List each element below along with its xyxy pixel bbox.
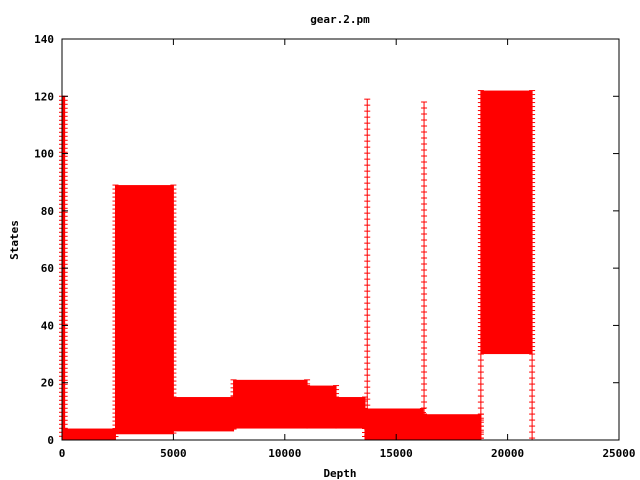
y-tick-label: 140 xyxy=(34,33,54,46)
y-tick: 140 xyxy=(34,33,619,46)
plus-marker-column xyxy=(170,396,177,432)
x-tick-label: 25000 xyxy=(602,447,635,460)
y-tick-label: 60 xyxy=(41,262,54,275)
region-fill xyxy=(64,428,116,440)
x-axis-label: Depth xyxy=(323,467,356,480)
y-tick: 100 xyxy=(34,148,619,161)
y-tick: 0 xyxy=(47,434,619,447)
data-region-10 xyxy=(477,90,536,355)
plus-marker-column xyxy=(112,184,119,435)
spike-3 xyxy=(477,353,484,440)
region-fill xyxy=(115,185,174,435)
plus-marker-column xyxy=(230,379,237,429)
x-tick-label: 5000 xyxy=(160,447,187,460)
x-tick: 20000 xyxy=(491,39,524,460)
region-fill xyxy=(173,397,234,432)
y-tick-label: 40 xyxy=(41,319,54,332)
x-tick-label: 0 xyxy=(59,447,66,460)
x-tick: 15000 xyxy=(380,39,413,460)
x-tick: 25000 xyxy=(602,39,636,460)
plus-marker-column xyxy=(477,90,484,355)
region-fill xyxy=(480,90,533,355)
y-tick: 40 xyxy=(41,319,619,332)
plus-marker-column xyxy=(333,396,340,429)
data-layer xyxy=(59,90,536,441)
y-tick-label: 80 xyxy=(41,205,54,218)
spike-4 xyxy=(529,353,536,440)
spike-1 xyxy=(364,98,371,440)
region-fill xyxy=(336,397,366,429)
region-fill xyxy=(422,414,481,440)
data-region-8 xyxy=(362,407,426,440)
data-region-6 xyxy=(304,385,340,429)
x-tick-label: 10000 xyxy=(268,447,301,460)
x-tick: 10000 xyxy=(268,39,301,460)
spike-2 xyxy=(421,101,428,440)
x-axis: 0 5000 10000 15000 20000 25000 xyxy=(59,39,636,460)
y-tick-label: 120 xyxy=(34,90,54,103)
x-tick: 0 xyxy=(59,39,66,460)
data-region-4 xyxy=(170,396,237,432)
y-tick: 20 xyxy=(41,377,619,390)
plus-marker-column xyxy=(61,428,68,440)
plus-marker-column xyxy=(529,90,536,355)
region-fill xyxy=(307,385,337,429)
y-tick: 120 xyxy=(34,90,619,103)
y-tick-label: 100 xyxy=(34,148,54,161)
chart-title: gear.2.pm xyxy=(310,13,370,26)
data-region-9 xyxy=(419,413,484,440)
y-axis-label: States xyxy=(8,220,21,260)
y-tick: 80 xyxy=(41,205,619,218)
data-region-3 xyxy=(112,184,177,435)
y-tick-label: 0 xyxy=(47,434,54,447)
x-tick: 5000 xyxy=(160,39,187,460)
region-fill xyxy=(233,379,308,429)
region-fill xyxy=(365,408,423,440)
plus-marker-column xyxy=(304,385,311,429)
data-region-5 xyxy=(230,379,311,429)
y-tick-label: 20 xyxy=(41,377,54,390)
x-tick-label: 15000 xyxy=(380,447,413,460)
y-tick: 60 xyxy=(41,262,619,275)
spike-layer xyxy=(364,98,536,440)
plot-frame xyxy=(61,38,620,441)
x-tick-label: 20000 xyxy=(491,447,524,460)
y-axis: 0 20 40 60 80 100 120 140 xyxy=(34,33,619,447)
data-region-2 xyxy=(61,428,119,440)
